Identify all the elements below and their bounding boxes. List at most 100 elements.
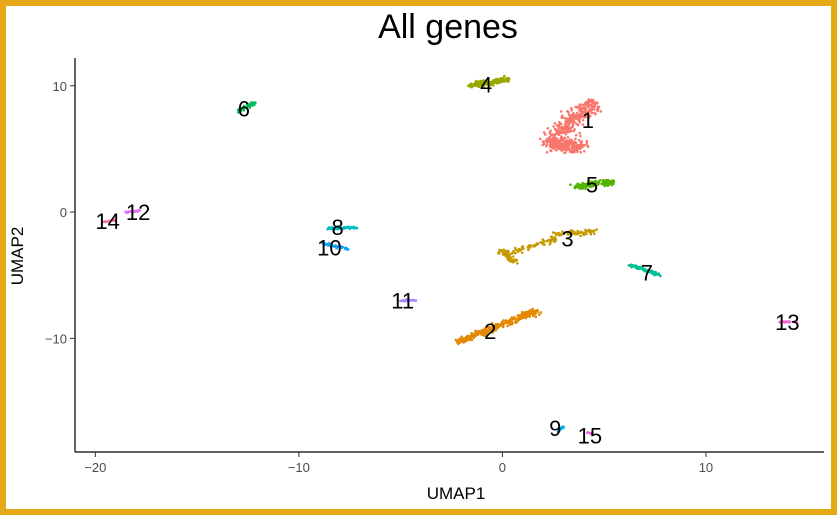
chart-title: All genes bbox=[378, 8, 518, 46]
cluster-label-1: 1 bbox=[582, 108, 594, 133]
data-point bbox=[787, 320, 790, 324]
data-point bbox=[508, 318, 512, 322]
data-point bbox=[583, 150, 586, 153]
data-point bbox=[584, 187, 587, 191]
data-point bbox=[573, 150, 576, 154]
data-point bbox=[544, 144, 548, 148]
data-point bbox=[512, 251, 515, 254]
data-point bbox=[355, 226, 358, 230]
data-point bbox=[502, 80, 506, 83]
data-point bbox=[327, 242, 331, 245]
data-point bbox=[506, 324, 509, 328]
data-point bbox=[574, 105, 577, 109]
data-point bbox=[599, 179, 602, 182]
data-point bbox=[548, 136, 552, 140]
data-point bbox=[569, 183, 572, 186]
cluster-10-points bbox=[321, 241, 350, 251]
data-point bbox=[599, 110, 603, 113]
data-point bbox=[327, 227, 330, 230]
data-point bbox=[586, 431, 590, 434]
data-point bbox=[570, 143, 573, 146]
data-point bbox=[575, 111, 579, 115]
data-point bbox=[406, 298, 410, 302]
data-point bbox=[583, 184, 587, 188]
cluster-label-8: 8 bbox=[331, 215, 343, 240]
data-point bbox=[582, 231, 585, 235]
data-point bbox=[493, 328, 496, 332]
data-point bbox=[522, 316, 525, 319]
data-point bbox=[545, 137, 549, 141]
data-point bbox=[595, 183, 598, 187]
data-point bbox=[607, 183, 611, 186]
data-point bbox=[579, 134, 582, 138]
points-layer bbox=[101, 74, 798, 435]
data-point bbox=[549, 142, 552, 145]
data-point bbox=[567, 124, 570, 127]
x-tick-label: 0 bbox=[499, 460, 506, 475]
cluster-5-points bbox=[569, 178, 616, 191]
data-point bbox=[560, 116, 564, 119]
data-point bbox=[547, 140, 551, 143]
cluster-label-11: 11 bbox=[391, 289, 414, 314]
data-point bbox=[454, 338, 458, 342]
data-point bbox=[460, 335, 463, 339]
data-point bbox=[640, 267, 644, 270]
data-point bbox=[578, 116, 581, 120]
data-point bbox=[579, 140, 583, 144]
data-point bbox=[483, 334, 487, 338]
data-point bbox=[550, 235, 554, 238]
data-point bbox=[107, 219, 111, 223]
data-point bbox=[793, 320, 797, 324]
data-point bbox=[465, 339, 469, 342]
data-point bbox=[496, 326, 499, 330]
data-point bbox=[578, 121, 582, 124]
data-point bbox=[569, 232, 572, 235]
data-point bbox=[510, 260, 513, 263]
data-point bbox=[581, 123, 585, 126]
data-point bbox=[587, 230, 591, 233]
data-point bbox=[567, 121, 570, 125]
data-point bbox=[550, 239, 553, 243]
data-point bbox=[511, 255, 515, 258]
data-point bbox=[251, 104, 254, 107]
data-point bbox=[592, 232, 596, 236]
data-point bbox=[596, 101, 599, 105]
data-point bbox=[539, 241, 543, 244]
data-point bbox=[473, 333, 476, 337]
x-tick-label: −10 bbox=[288, 460, 310, 475]
x-tick-label: −20 bbox=[84, 460, 106, 475]
data-point bbox=[574, 137, 577, 141]
data-point bbox=[551, 142, 555, 146]
data-point bbox=[561, 114, 564, 117]
data-point bbox=[554, 231, 557, 235]
data-point bbox=[581, 118, 585, 122]
data-point bbox=[533, 244, 536, 247]
data-point bbox=[566, 144, 570, 148]
data-point bbox=[549, 129, 552, 133]
data-point bbox=[580, 109, 584, 112]
data-point bbox=[593, 180, 596, 184]
data-point bbox=[487, 325, 491, 329]
data-point bbox=[326, 243, 330, 247]
data-point bbox=[343, 226, 346, 229]
data-point bbox=[538, 313, 541, 316]
data-point bbox=[579, 234, 582, 238]
data-point bbox=[555, 140, 558, 144]
data-point bbox=[101, 220, 105, 224]
data-point bbox=[479, 332, 482, 335]
data-point bbox=[501, 324, 505, 328]
data-point bbox=[579, 106, 582, 110]
data-point bbox=[596, 107, 600, 111]
data-point bbox=[584, 106, 587, 109]
data-point bbox=[513, 246, 517, 250]
data-point bbox=[460, 337, 463, 341]
data-point bbox=[591, 184, 595, 188]
data-point bbox=[590, 111, 593, 114]
cluster-1-points bbox=[539, 98, 603, 155]
data-point bbox=[571, 123, 575, 127]
data-point bbox=[490, 83, 494, 87]
data-point bbox=[568, 138, 572, 141]
data-point bbox=[573, 116, 576, 120]
